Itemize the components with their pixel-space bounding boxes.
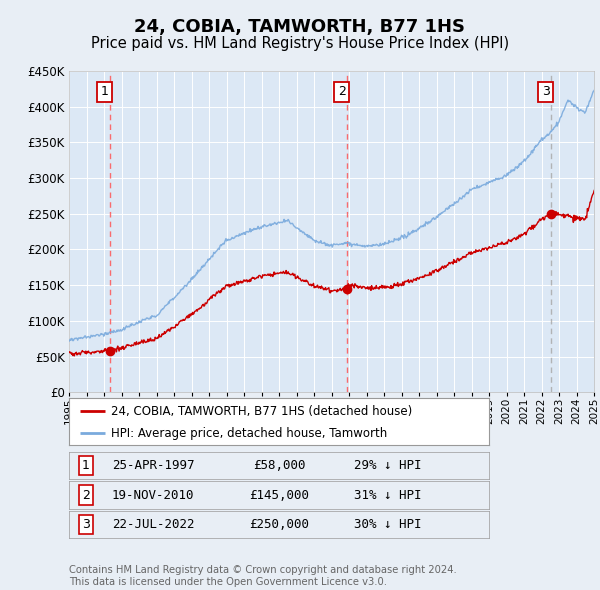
Text: Price paid vs. HM Land Registry's House Price Index (HPI): Price paid vs. HM Land Registry's House …: [91, 35, 509, 51]
Text: 1: 1: [82, 459, 90, 472]
Text: 25-APR-1997: 25-APR-1997: [112, 459, 194, 472]
Text: 30% ↓ HPI: 30% ↓ HPI: [355, 518, 422, 531]
Text: 24, COBIA, TAMWORTH, B77 1HS (detached house): 24, COBIA, TAMWORTH, B77 1HS (detached h…: [111, 405, 412, 418]
Text: 29% ↓ HPI: 29% ↓ HPI: [355, 459, 422, 472]
Text: 22-JUL-2022: 22-JUL-2022: [112, 518, 194, 531]
Text: 19-NOV-2010: 19-NOV-2010: [112, 489, 194, 502]
Text: 1: 1: [100, 85, 108, 98]
Text: Contains HM Land Registry data © Crown copyright and database right 2024.
This d: Contains HM Land Registry data © Crown c…: [69, 565, 457, 587]
Text: HPI: Average price, detached house, Tamworth: HPI: Average price, detached house, Tamw…: [111, 427, 387, 440]
Text: 2: 2: [82, 489, 90, 502]
Text: 3: 3: [542, 85, 550, 98]
Text: 24, COBIA, TAMWORTH, B77 1HS: 24, COBIA, TAMWORTH, B77 1HS: [134, 18, 466, 35]
Text: £250,000: £250,000: [249, 518, 309, 531]
Text: £58,000: £58,000: [253, 459, 305, 472]
Text: 3: 3: [82, 518, 90, 531]
Text: £145,000: £145,000: [249, 489, 309, 502]
Text: 31% ↓ HPI: 31% ↓ HPI: [355, 489, 422, 502]
Text: 2: 2: [338, 85, 346, 98]
